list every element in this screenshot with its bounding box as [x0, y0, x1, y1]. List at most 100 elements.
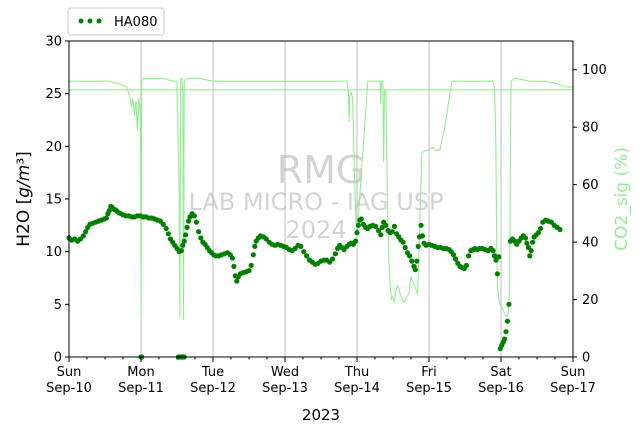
h2o-point [504, 318, 511, 324]
watermark-line-1: RMG [277, 148, 366, 192]
x-tick-label-date: Sep-12 [190, 381, 236, 396]
h2o-point [400, 239, 406, 245]
h2o-point [491, 253, 498, 259]
co2-line [69, 77, 573, 321]
x-tick-label-date: Sep-17 [550, 381, 596, 396]
h2o-point [231, 263, 237, 269]
h2o-point [193, 219, 199, 225]
y-right-tick-label: 0 [582, 351, 590, 366]
h2o-point [234, 278, 240, 284]
h2o-point [453, 256, 459, 262]
h2o-point [103, 215, 109, 221]
h2o-point [185, 218, 192, 224]
h2o-point [83, 229, 89, 235]
y-right-tick-label: 60 [582, 178, 599, 193]
h2o-point [373, 223, 379, 229]
h2o-point [80, 233, 86, 239]
y-right-tick-label: 80 [582, 121, 599, 136]
x-axis-label: 2023 [302, 406, 340, 424]
h2o-point [354, 230, 360, 236]
y-right-tick-label: 100 [582, 63, 607, 78]
h2o-point [538, 225, 544, 232]
h2o-point [496, 254, 502, 260]
y-left-tick-label: 5 [54, 298, 62, 313]
x-tick-label-date: Sep-16 [478, 381, 524, 396]
y-left-label: H2O [g/m³] [14, 151, 34, 247]
h2o-point [502, 336, 508, 342]
h2o-point [178, 248, 184, 254]
watermark-line-2: LAB MICRO - IAG USP [188, 188, 443, 216]
watermark: RMG LAB MICRO - IAG USP 2024 [188, 148, 443, 244]
h2o-point [191, 213, 197, 219]
x-tick-label-date: Sep-10 [46, 381, 92, 396]
y-right-label: CO2_sig (%) [612, 147, 632, 251]
h2o-point [198, 235, 204, 241]
h2o-point [450, 252, 457, 258]
h2o-point [535, 230, 542, 236]
h2o-point [409, 258, 415, 264]
watermark-line-3: 2024 [285, 216, 346, 244]
h2o-point [407, 253, 413, 259]
h2o-point [298, 243, 304, 249]
h2o-point [184, 224, 190, 230]
h2o-point [412, 267, 418, 273]
x-tick-label-day: Wed [271, 365, 299, 380]
h2o-point [418, 222, 424, 228]
legend-label: HA080 [114, 15, 157, 30]
h2o-point [414, 258, 420, 264]
h2o-point [332, 251, 338, 257]
h2o-point [527, 253, 533, 259]
h2o-point [389, 229, 395, 235]
x-tick-label-day: Mon [127, 365, 154, 380]
h2o-point [528, 248, 534, 254]
y-left-tick-label: 20 [45, 140, 62, 155]
x-tick-label-day: Sun [561, 365, 586, 380]
h2o-point [463, 262, 469, 268]
y-right-ticks: 0 20 40 60 80 100 [573, 63, 607, 366]
y-right-tick-label: 40 [582, 236, 599, 251]
h2o-point [229, 255, 235, 261]
x-tick-label-date: Sep-15 [406, 381, 452, 396]
h2o-point [165, 231, 171, 237]
h2o-point [353, 238, 359, 244]
h2o-point [557, 226, 563, 233]
h2o-point [506, 301, 512, 307]
h2o-point [490, 248, 496, 254]
x-tick-label-day: Fri [421, 365, 437, 380]
h2o-point [181, 238, 187, 244]
legend-box [67, 7, 165, 36]
y-left-tick-label: 0 [54, 351, 62, 366]
y-left-tick-label: 30 [45, 35, 62, 50]
x-tick-label-day: Sun [57, 365, 82, 380]
y-left-tick-label: 15 [45, 193, 62, 208]
h2o-point [466, 253, 472, 259]
h2o-point [252, 243, 258, 249]
x-tick-label-day: Tue [201, 365, 224, 380]
h2o-point [415, 243, 421, 249]
x-tick-label-date: Sep-11 [118, 381, 164, 396]
h2o-point [250, 252, 256, 258]
h2o-series [66, 203, 563, 360]
h2o-point [522, 235, 529, 241]
co2-series [69, 77, 573, 321]
h2o-point [378, 232, 384, 238]
x-tick-label-day: Thu [344, 365, 369, 380]
h2o-point [196, 229, 202, 235]
h2o-point [304, 253, 310, 259]
x-tick-label-date: Sep-13 [262, 381, 308, 396]
h2o-point [329, 256, 336, 262]
h2o-point [246, 268, 252, 274]
h2o-point [183, 232, 189, 238]
h2o-point [355, 222, 361, 228]
h2o-point [160, 221, 166, 227]
h2o-point [301, 249, 307, 255]
legend-marker [78, 18, 102, 24]
legend: HA080 [67, 7, 165, 36]
x-tick-label-day: Sat [490, 365, 511, 380]
h2o-point [402, 244, 408, 251]
h2o-point [494, 271, 500, 277]
y-left-tick-label: 25 [45, 87, 62, 102]
y-right-tick-label: 20 [582, 293, 599, 308]
h2o-point [163, 225, 169, 232]
